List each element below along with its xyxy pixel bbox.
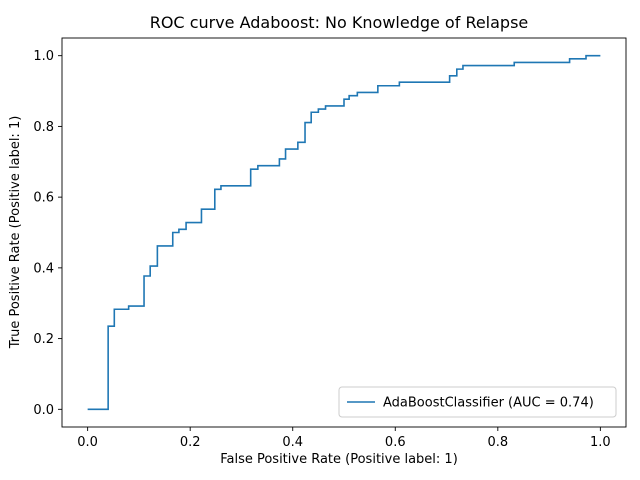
y-tick-label: 1.0 xyxy=(33,49,54,64)
axis-ticks: 0.0 0.2 0.4 0.6 0.8 1.0 0.0 0.2 0.4 0.6 0.8 1.0 xyxy=(33,49,610,450)
legend-label: AdaBoostClassifier (AUC = 0.74) xyxy=(383,396,594,411)
x-tick-label: 0.4 xyxy=(282,435,303,450)
x-tick-label: 0.2 xyxy=(180,435,201,450)
chart-title: ROC curve Adaboost: No Knowledge of Rela… xyxy=(150,13,529,32)
axes-frame xyxy=(61,37,627,428)
y-tick-label: 0.4 xyxy=(33,261,54,276)
y-axis-label: True Positive Rate (Positive label: 1) xyxy=(8,116,23,350)
x-tick-label: 0.6 xyxy=(385,435,406,450)
plot-area xyxy=(61,37,627,428)
y-tick-label: 0.8 xyxy=(33,120,54,135)
y-tick-label: 0.0 xyxy=(33,403,54,418)
roc-curve-line xyxy=(87,54,601,411)
legend: AdaBoostClassifier (AUC = 0.74) xyxy=(338,386,617,418)
x-tick-label: 0.8 xyxy=(487,435,508,450)
x-tick-label: 0.0 xyxy=(77,435,98,450)
y-tick-label: 0.2 xyxy=(33,332,54,347)
y-tick-label: 0.6 xyxy=(33,191,54,206)
x-axis-label: False Positive Rate (Positive label: 1) xyxy=(220,452,458,467)
x-tick-label: 1.0 xyxy=(590,435,611,450)
legend-box xyxy=(338,386,617,418)
